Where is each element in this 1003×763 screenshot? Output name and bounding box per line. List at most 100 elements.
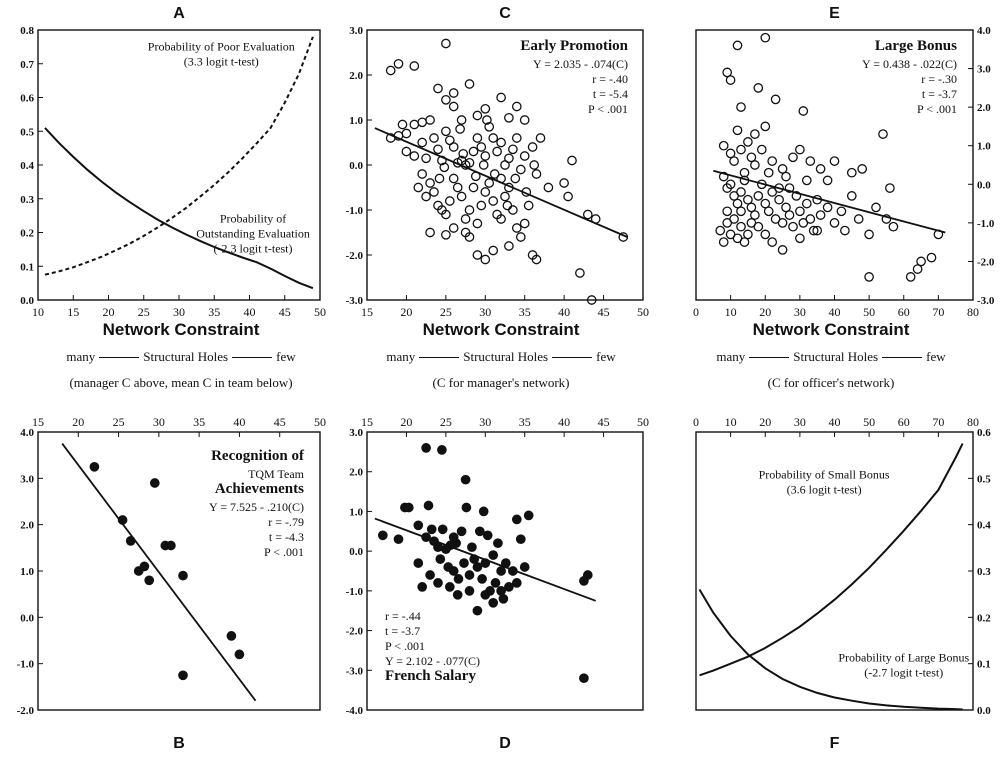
panel-c-x-tick-label: 15 [361, 305, 373, 319]
panel-d-data-point [413, 558, 424, 568]
structural-holes-scale-3: many Structural Holes few [671, 349, 991, 365]
panel-e-data-point [808, 225, 819, 236]
panel-d-x-tick-label: 20 [400, 415, 412, 429]
panel-d-regression-line [374, 517, 596, 602]
panel-f-annotation-2: (-2.7 logit t-test) [864, 665, 943, 679]
panel-d-data-point [459, 558, 469, 568]
panel-c-data-point [460, 227, 471, 238]
holes-middle-label: Structural Holes [143, 349, 229, 364]
panel-c-data-point [441, 94, 451, 105]
panel-e-data-point [767, 156, 778, 166]
panel-a-y-tick-label: 0.7 [20, 59, 34, 71]
holes-dash [99, 356, 140, 358]
panel-c-data-point [488, 196, 499, 206]
panel-d-data-point [433, 542, 443, 553]
panel-c-data-point [425, 178, 435, 188]
panel-c-data-point [476, 142, 487, 152]
panel-c-data-point [478, 160, 489, 170]
panel-e-data-point [871, 202, 881, 213]
panel-c-data-point [510, 173, 521, 184]
panel-e-data-point [760, 32, 771, 43]
panel-d-data-point [515, 534, 526, 545]
panel-e-data-point [743, 229, 753, 240]
panel-d-data-point [423, 500, 434, 511]
panel-c-data-point [508, 144, 518, 155]
panel-e-data-point [805, 214, 816, 224]
panel-c-data-point [441, 229, 451, 240]
panel-c-data-point [511, 223, 522, 233]
panel-f-series-1-line [699, 443, 964, 677]
panel-e-data-point [784, 210, 795, 220]
panel-d-data-point [421, 443, 431, 453]
panel-c-data-point [504, 241, 514, 251]
panel-c-data-point [425, 227, 435, 238]
panel-a-x-tick-label: 50 [314, 305, 326, 319]
panel-d-frame [366, 431, 644, 711]
panel-d-data-point [437, 445, 447, 455]
panel-b-data-point [178, 570, 188, 581]
panel-d-data-point [511, 578, 522, 588]
panel-e-x-tick-label: 40 [829, 305, 841, 319]
panel-d-data-point [498, 593, 509, 604]
panel-e-data-point [718, 140, 729, 151]
panel-d-y-tick-label: -4.0 [346, 705, 364, 717]
panel-e-data-point [853, 214, 864, 224]
panel-c-data-point [480, 187, 491, 197]
panel-b-x-tick-label: 50 [314, 415, 326, 429]
panel-b-stats-title: Recognition of [211, 448, 305, 464]
panel-e-data-point [864, 272, 874, 282]
panel-b-y-tick-label: 3.0 [20, 473, 34, 485]
panel-a-annotation-2: Probability of [220, 211, 286, 225]
panel-c-data-point [458, 148, 469, 159]
panel-e-x-tick-label: 10 [725, 305, 737, 319]
panel-d-data-point [426, 524, 437, 535]
panel-e-data-point [763, 167, 774, 178]
panel-e-stats-line: P < .001 [917, 102, 957, 116]
panel-a-y-tick-label: 0.4 [20, 160, 34, 172]
panel-e-data-point [725, 75, 736, 85]
panel-c-letter: C [499, 5, 511, 22]
panel-e-stats-line: r = -.30 [921, 72, 957, 86]
panel-d-y-tick-label: -3.0 [346, 665, 364, 677]
panel-a-annotation-2: (-2.3 logit t-test) [214, 241, 293, 255]
holes-few-label: few [596, 349, 616, 364]
holes-dash [749, 356, 790, 358]
panel-f-y-tick-label: 0.5 [977, 473, 991, 485]
panel-e-data-point [750, 160, 760, 170]
panel-c-data-point [421, 191, 431, 202]
panel-e-data-point [781, 171, 791, 182]
panel-c-y-tick-label: -2.0 [346, 250, 364, 262]
panel-d-data-point [477, 574, 487, 584]
panel-c-data-point [456, 115, 467, 125]
panel-d-data-point [496, 586, 506, 596]
panel-c-data-point [529, 160, 540, 170]
panel-b-regression-line [61, 443, 257, 702]
panel-a-x-tick-label: 10 [32, 305, 44, 319]
panel-c-data-point [417, 137, 428, 148]
panel-e-data-point [722, 206, 733, 217]
panel-b-x-tick-label: 45 [274, 415, 286, 429]
panel-a-x-tick-label: 20 [103, 305, 115, 319]
panel-f-y-tick-label: 0.6 [977, 427, 991, 439]
panel-e-data-point [746, 202, 757, 213]
panel-c-data-point [582, 209, 593, 220]
panel-c-data-point [448, 101, 459, 112]
panel-c-data-point [413, 182, 424, 193]
panel-f-x-tick-label: 10 [725, 415, 737, 429]
panel-d-x-tick-label: 15 [361, 415, 373, 429]
panel-a-y-tick-label: 0.5 [20, 126, 34, 138]
panel-d-x-tick-label: 50 [637, 415, 649, 429]
panel-c-x-tick-label: 50 [637, 305, 649, 319]
panel-e-data-point [801, 198, 812, 209]
panel-c-data-point [444, 196, 455, 206]
panel-c-data-point [500, 191, 510, 202]
panel-d-data-point [474, 526, 485, 537]
panel-c-stats-title: Early Promotion [520, 38, 628, 54]
panel-b-y-tick-label: 2.0 [20, 520, 34, 532]
panel-c-data-point [575, 268, 585, 278]
panel-e-data-point [801, 175, 812, 186]
panel-e-data-point [753, 83, 764, 93]
panel-f-x-tick-label: 20 [759, 415, 771, 429]
panel-d-data-point [482, 530, 493, 541]
